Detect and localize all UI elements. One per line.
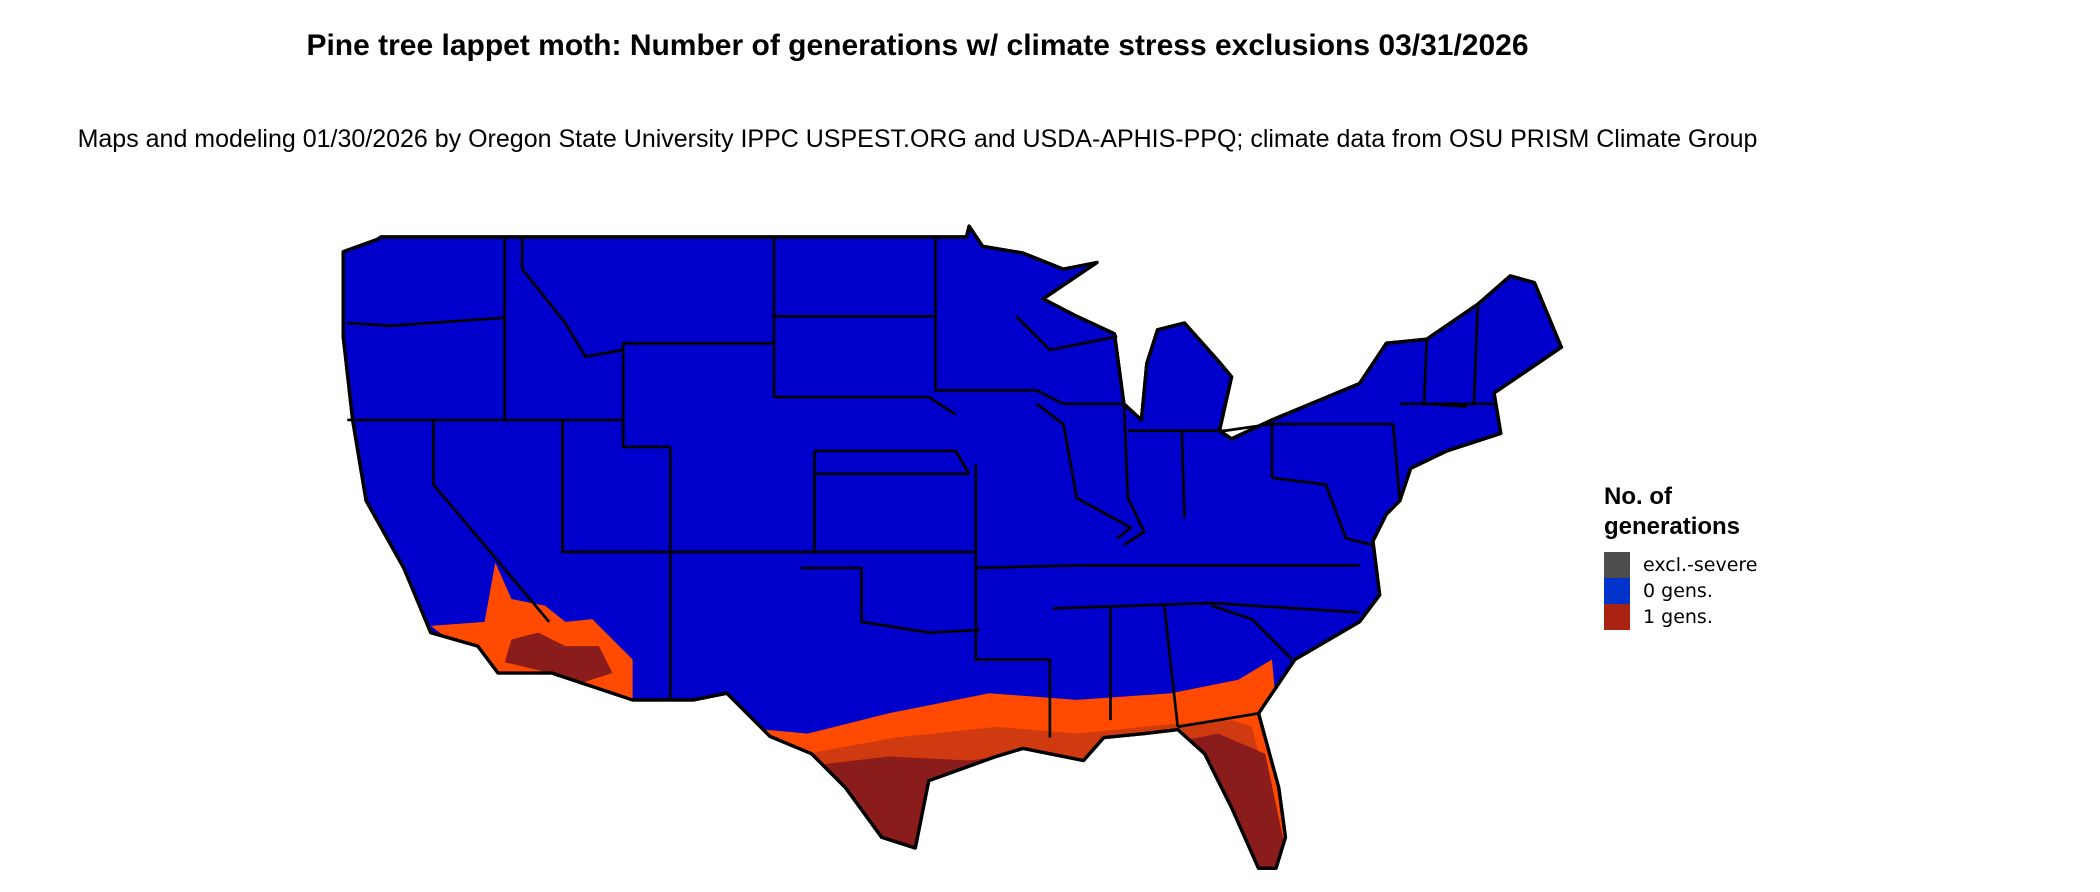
legend-title: No. of generations (1604, 483, 1741, 540)
legend: No. of generations excl.-severe 0 gens. … (1604, 482, 1804, 630)
state-border (1015, 315, 1118, 352)
coastline (341, 224, 1564, 870)
state-border (814, 449, 971, 475)
state-border (1035, 402, 1134, 540)
legend-swatch (1604, 604, 1630, 630)
state-border (1391, 423, 1402, 501)
state-borders (347, 236, 1495, 738)
legend-label: 0 gens. (1643, 580, 1713, 602)
state-border (1063, 402, 1146, 547)
state-border (347, 316, 505, 328)
state-border (1472, 304, 1480, 404)
state-border (433, 418, 671, 449)
state-border (561, 419, 671, 554)
legend-item-excl-severe: excl.-severe (1604, 552, 1804, 578)
state-border (1052, 601, 1360, 614)
state-border (1271, 476, 1374, 547)
state-border (975, 563, 1077, 570)
state-border (974, 464, 1050, 661)
southwest-zone-dark (504, 632, 613, 684)
state-border (1177, 712, 1259, 729)
legend-item-1-gens: 1 gens. (1604, 604, 1804, 630)
state-border (773, 395, 957, 416)
state-border (1162, 605, 1180, 727)
map-title: Pine tree lappet moth: Number of generat… (306, 29, 1529, 62)
legend-label: 1 gens. (1643, 606, 1713, 628)
map-subtitle: Maps and modeling 01/30/2026 by Oregon S… (77, 125, 1758, 153)
state-border (800, 566, 980, 634)
state-border (934, 236, 1064, 406)
legend-swatch (1604, 552, 1630, 578)
legend-item-0-gens: 0 gens. (1604, 578, 1804, 604)
state-border (1210, 604, 1294, 661)
state-border (1181, 422, 1274, 478)
legend-swatch (1604, 578, 1630, 604)
state-border (347, 418, 551, 623)
legend-label: excl.-severe (1643, 554, 1758, 576)
